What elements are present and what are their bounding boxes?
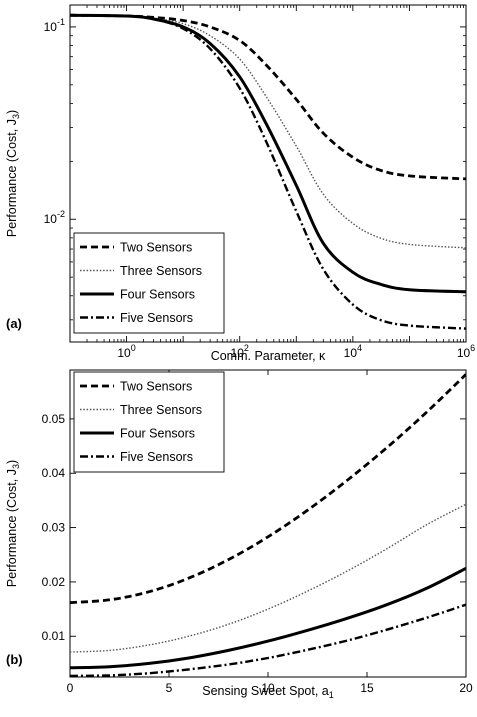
x-tick-label: 20 (459, 681, 473, 695)
legend-label: Five Sensors (120, 450, 193, 464)
x-tick-label: 104 (344, 343, 362, 360)
y-tick-label: 0.04 (42, 466, 66, 480)
y-tick-label: 0.01 (42, 629, 66, 643)
x-tick-label: 5 (166, 681, 173, 695)
legend: Two Sensors Three Sensors Four Sensors Five… (73, 371, 225, 473)
x-tick-label: 0 (67, 681, 74, 695)
x-axis-label: Sensing Sweet Spot, a1 (202, 684, 334, 700)
y-tick-label: 10-1 (44, 17, 65, 34)
panel-label: (a) (6, 316, 22, 331)
series-line-five-sensors (70, 603, 466, 677)
panel-label: (b) (6, 652, 23, 667)
series-line-two-sensors (70, 373, 466, 604)
legend-label: Four Sensors (120, 288, 195, 302)
legend-label: Five Sensors (120, 311, 193, 325)
x-tick-label: 102 (231, 343, 249, 360)
series-line-three-sensors (70, 14, 466, 249)
legend-label: Two Sensors (120, 380, 192, 394)
y-axis-label: Performance (Cost, J3) (5, 110, 21, 237)
series-line-five-sensors (70, 14, 466, 330)
y-tick-label: 0.03 (42, 521, 66, 535)
legend: Two Sensors Three Sensors Four Sensors Five… (73, 232, 225, 334)
y-tick-label: 0.05 (42, 412, 66, 426)
y-axis-label: Performance (Cost, J3) (5, 460, 21, 587)
legend-label: Three Sensors (120, 403, 202, 417)
x-axis-label: Comm. Parameter, κ (211, 349, 326, 363)
y-tick-label: 10-2 (44, 209, 65, 226)
plot-frame (69, 4, 467, 343)
legend-label: Two Sensors (120, 241, 192, 255)
series-line-four-sensors (70, 566, 466, 670)
series-line-three-sensors (70, 503, 466, 653)
x-tick-label: 15 (360, 681, 374, 695)
y-tick-label: 0.02 (42, 575, 66, 589)
series-line-two-sensors (70, 13, 466, 181)
x-tick-label: 106 (457, 343, 475, 360)
panel-a: 100 102 104 106 10-2 10-1 Two Sensors Three Sen… (5, 4, 475, 363)
legend-label: Three Sensors (120, 264, 202, 278)
legend-label: Four Sensors (120, 427, 195, 441)
x-tick-label: 10 (261, 681, 275, 695)
x-tick-label: 100 (117, 343, 135, 360)
